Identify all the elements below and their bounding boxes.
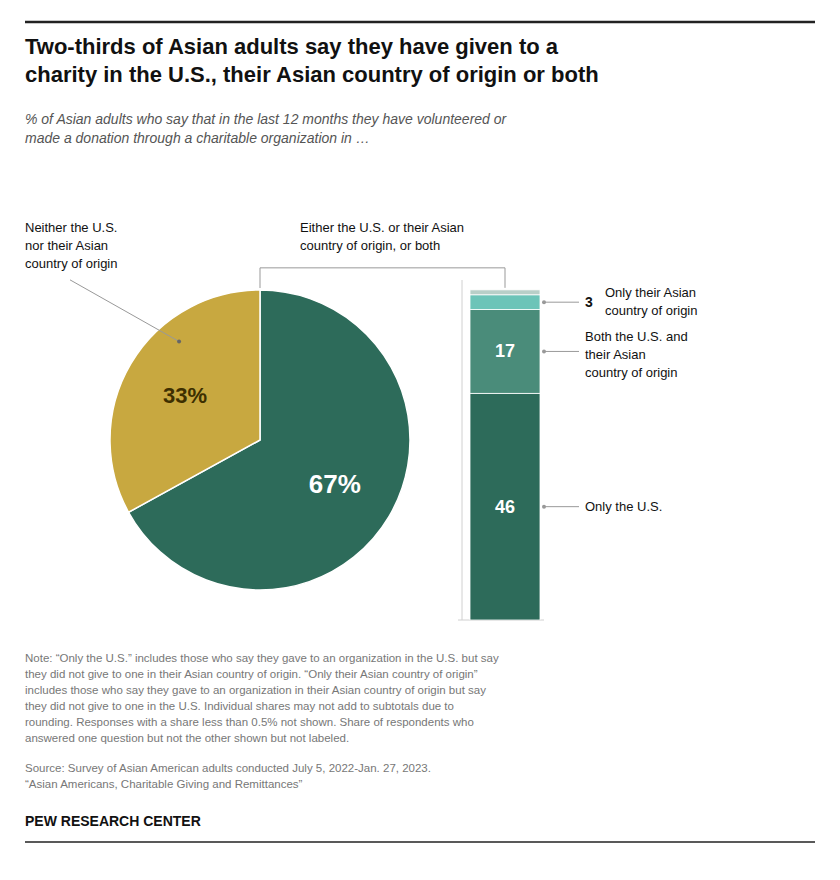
top-rule — [25, 21, 815, 24]
leader-dot — [542, 300, 546, 304]
pie — [110, 290, 410, 590]
category-label: Neither the U.S.nor their Asiancountry o… — [25, 220, 118, 271]
source: Source: Survey of Asian American adults … — [25, 762, 431, 790]
bar-segment — [470, 393, 540, 620]
note: Note: “Only the U.S.” includes those who… — [25, 652, 499, 744]
background — [0, 0, 840, 880]
series-label: Only the U.S. — [585, 499, 662, 514]
bar-value-label: 17 — [495, 341, 515, 361]
leader-dot — [177, 339, 181, 343]
bar-segment — [470, 295, 540, 310]
bar-value-label: 3 — [585, 294, 593, 310]
bar-segment — [470, 310, 540, 394]
pie-value-label: 33% — [163, 383, 207, 408]
subtitle: % of Asian adults who say that in the la… — [25, 111, 508, 146]
pie-slice — [110, 290, 260, 512]
bottom-rule — [25, 841, 815, 843]
chart: Two-thirds of Asian adults say they have… — [0, 0, 840, 880]
leader-line — [544, 506, 579, 507]
bar-segment — [470, 290, 540, 295]
title: Two-thirds of Asian adults say they have… — [25, 34, 599, 87]
credit: PEW RESEARCH CENTER — [25, 813, 201, 829]
bracket — [260, 268, 505, 288]
leader-dot — [542, 505, 546, 509]
bar-labels: 3 Only their Asiancountry of origin 17 Both… — [495, 285, 698, 516]
bar-value-label: 46 — [495, 497, 515, 517]
leader-line — [544, 351, 579, 352]
value-axis — [462, 280, 463, 620]
bar-stack — [470, 290, 540, 620]
series-label: Only their Asiancountry of origin — [605, 285, 698, 318]
leader-dot — [542, 349, 546, 353]
pie-value-label: 67% — [309, 469, 361, 499]
leader-line — [544, 302, 579, 303]
category-label: Either the U.S. or their Asiancountry of… — [300, 220, 464, 253]
series-label: Both the U.S. andtheir Asiancountry of o… — [585, 329, 688, 380]
leader-line — [70, 280, 179, 342]
pie-labels: 67% 33% — [163, 383, 361, 499]
